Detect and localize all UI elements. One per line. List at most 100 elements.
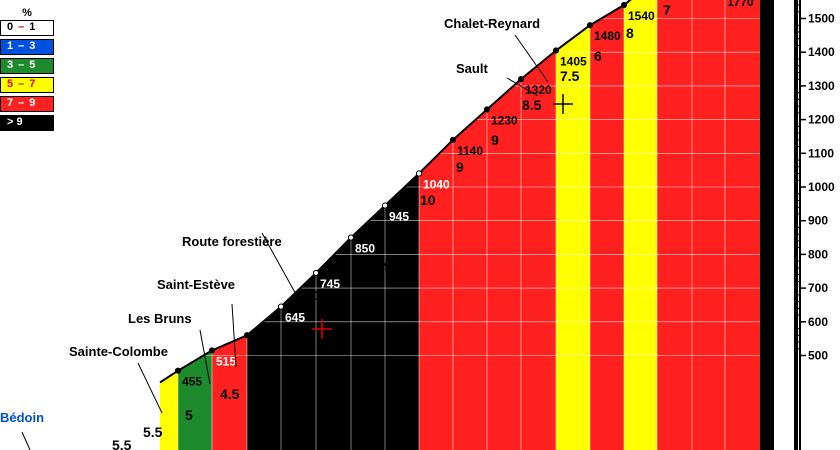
- gradient-label: 8: [626, 25, 634, 41]
- legend-range-separator: –: [18, 40, 25, 52]
- km-point: [517, 76, 525, 83]
- km-point: [277, 303, 285, 310]
- elevation-label: 850: [355, 242, 375, 256]
- legend-title: %: [22, 7, 32, 19]
- gradient-label: 9.5: [389, 225, 409, 241]
- legend-row: 5–7: [0, 77, 54, 93]
- legend-range-end: 9: [29, 97, 36, 109]
- axis-tick-label: 700: [808, 281, 828, 295]
- place-label: Sault: [456, 61, 488, 76]
- segment-fill: [178, 350, 212, 450]
- gradient-label: 7.5: [560, 68, 580, 84]
- segment-fill: [487, 79, 521, 450]
- legend-range-separator: –: [18, 78, 25, 90]
- sky-mask: [0, 0, 760, 450]
- gradient-label: 10: [420, 192, 436, 208]
- gradient-label: 10: [281, 328, 297, 344]
- axis-tick-label: 600: [808, 315, 828, 329]
- elevation-label: 1230: [491, 113, 518, 127]
- km-point: [347, 234, 355, 241]
- axis-tick-label: 1400: [808, 45, 835, 59]
- legend-range-end: 3: [29, 40, 36, 52]
- gradient-label: 9: [456, 159, 464, 175]
- place-leader-line: [506, 77, 539, 97]
- km-point: [312, 269, 320, 277]
- elevation-axis: 5006007008009001000110012001300140015001…: [774, 0, 835, 450]
- place-label: Sainte-Colombe: [69, 344, 168, 359]
- axis-tick-label: 1000: [808, 180, 835, 194]
- place-label: Les Bruns: [128, 311, 192, 326]
- final-segment-fill: [760, 0, 774, 450]
- legend-row: 3–5: [0, 58, 54, 74]
- segment-fill: [692, 0, 760, 450]
- gradient-label: 5.5: [143, 424, 163, 440]
- segment-fill: [657, 0, 692, 450]
- segment-fill: [590, 5, 624, 450]
- segment-fill: [385, 173, 419, 450]
- gradient-segment-fills: [160, 0, 774, 450]
- km-point: [174, 367, 182, 374]
- segment-fill: [247, 306, 281, 450]
- legend-range-start: 3: [7, 59, 14, 71]
- gradient-label: 6: [594, 48, 602, 64]
- elevation-label: 1040: [423, 178, 450, 192]
- legend-range-start: 1: [7, 40, 14, 52]
- gradient-label: 8.5: [256, 365, 276, 381]
- km-point: [586, 22, 594, 29]
- kilometre-points: [174, 1, 628, 374]
- elevation-label: 455: [182, 375, 202, 389]
- axis-tick-label: 900: [808, 214, 828, 228]
- place-label: Saint-Estève: [157, 277, 235, 292]
- segment-fill: [281, 272, 316, 450]
- gradient-label: 4.5: [220, 386, 240, 402]
- legend-row: 1–3: [0, 39, 54, 55]
- gradient-legend: % 0–1 1–3 3–5 5–7 7–9 > 9: [0, 6, 54, 134]
- legend-range-separator: –: [18, 21, 25, 33]
- km-point: [381, 202, 389, 209]
- legend-range-end: 5: [29, 59, 36, 71]
- km-point: [483, 106, 491, 113]
- km-point: [208, 347, 216, 354]
- gradient-labels: 5.5 5.5 5 4.5 8.5 10 10.5 9.5 9.5 10 9 9 8.5 7.5 6 8 7: [112, 2, 671, 450]
- km-point: [620, 1, 628, 9]
- legend-range-start: 7: [7, 97, 14, 109]
- place-leader-line: [137, 362, 163, 414]
- gradient-label: 5.5: [112, 437, 132, 450]
- axis-tick-label: 1200: [808, 113, 835, 127]
- gradient-label: 10.5: [314, 287, 341, 303]
- elevation-label: 1770: [727, 0, 754, 9]
- elevation-label: 945: [389, 210, 409, 224]
- elevation-label: 1405: [560, 55, 587, 69]
- legend-range-start: 5: [7, 78, 14, 90]
- route-forestiere-marker-icon: [312, 319, 332, 339]
- axis-tick-label: 1100: [808, 146, 834, 160]
- place-annotations: Bédoin Sainte-Colombe Les Bruns Saint-Estèv…: [0, 16, 573, 450]
- place-label: Route forestière: [182, 234, 282, 249]
- segment-fill: [556, 25, 590, 450]
- legend-range-start: > 9: [7, 116, 23, 128]
- elevation-label: 645: [285, 311, 305, 325]
- elevation-label: 1320: [525, 83, 552, 97]
- grid-lines: [0, 0, 760, 450]
- place-leader-line: [261, 232, 309, 317]
- place-leader-line: [514, 34, 549, 83]
- place-leader-line: [199, 329, 211, 385]
- segment-fill: [453, 109, 487, 450]
- gradient-label: 9: [491, 132, 499, 148]
- segment-fill: [419, 139, 453, 450]
- axis-tick-label: 1300: [808, 79, 835, 93]
- legend-range-separator: –: [18, 97, 25, 109]
- elevation-label: 1480: [594, 29, 621, 43]
- km-point: [415, 170, 423, 177]
- segment-fill: [351, 205, 385, 450]
- gradient-label: 5: [185, 407, 193, 423]
- segment-fill: [212, 335, 247, 450]
- segment-fill: [521, 50, 556, 450]
- axis-tick-label: 500: [808, 349, 828, 363]
- legend-row: > 9: [0, 115, 54, 131]
- axis-tick-label: 800: [808, 247, 828, 261]
- legend-range-end: 1: [29, 21, 36, 33]
- legend-row: 0–1: [0, 20, 54, 36]
- segment-fill: [160, 370, 178, 450]
